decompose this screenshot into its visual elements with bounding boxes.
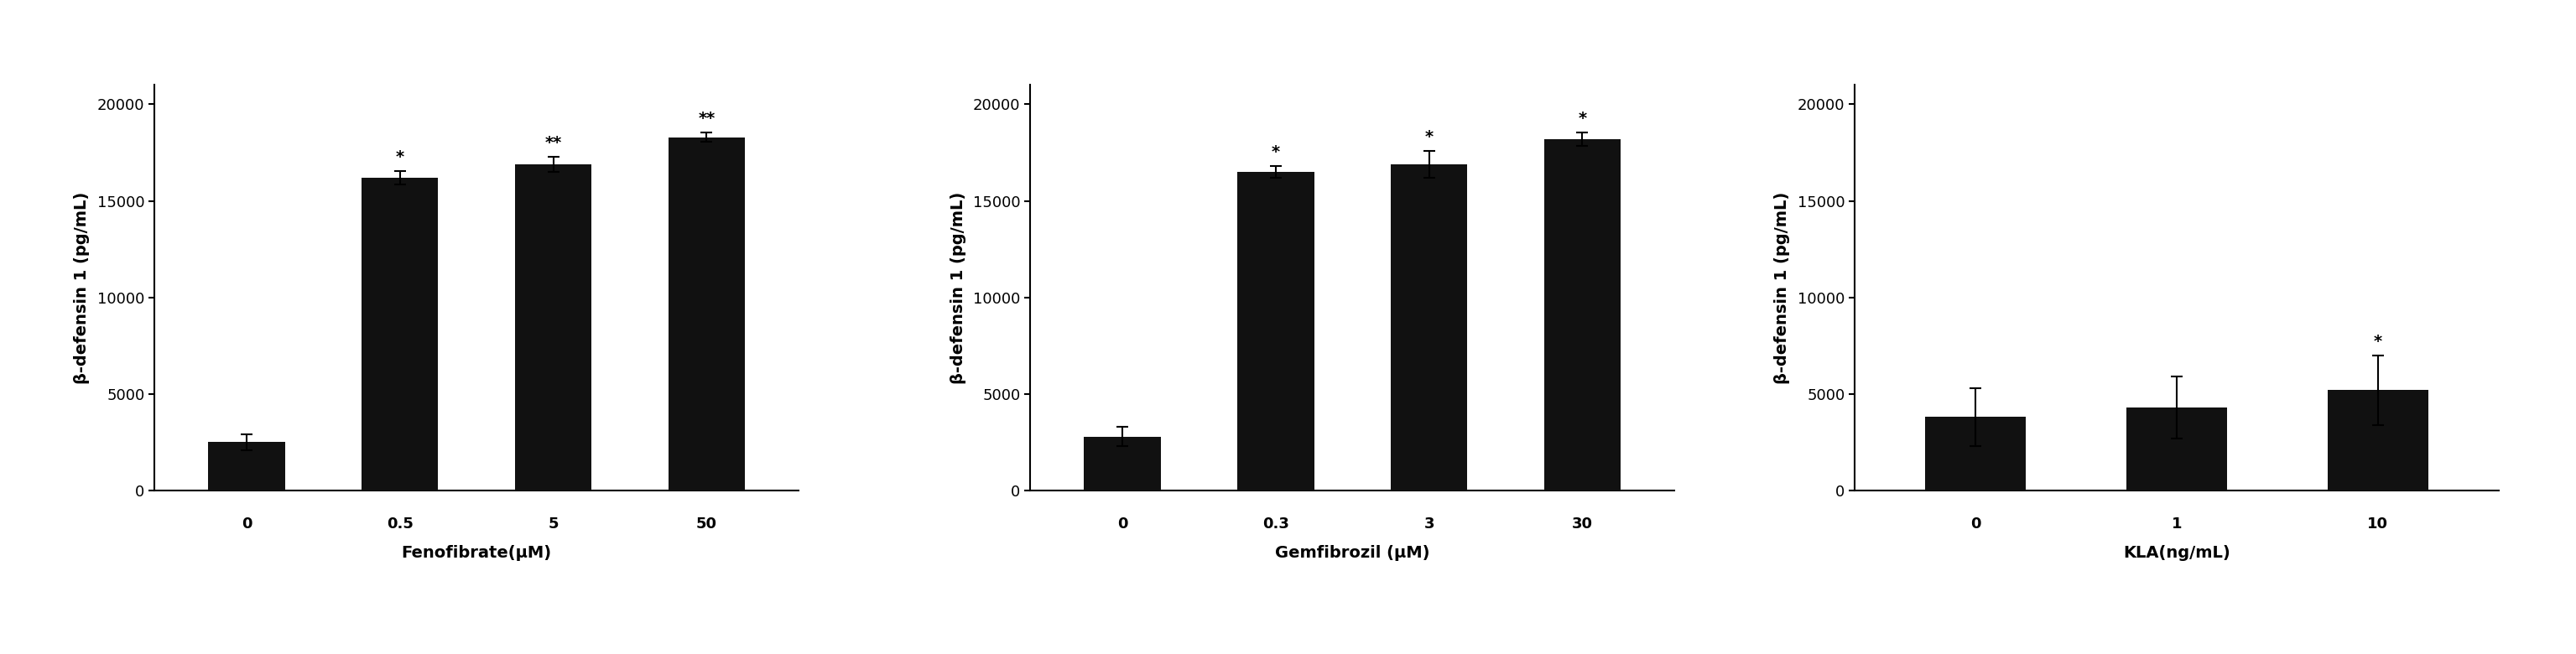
Text: 0: 0 xyxy=(242,517,252,532)
Bar xyxy=(2329,390,2429,490)
Text: 1: 1 xyxy=(2172,517,2182,532)
Bar xyxy=(1924,417,2025,490)
Text: 0: 0 xyxy=(1971,517,1981,532)
Text: **: ** xyxy=(544,135,562,150)
Text: 0.5: 0.5 xyxy=(386,517,412,532)
Y-axis label: β-defensin 1 (pg/mL): β-defensin 1 (pg/mL) xyxy=(951,192,966,384)
Text: 0: 0 xyxy=(1118,517,1128,532)
Text: *: * xyxy=(1273,145,1280,160)
Y-axis label: β-defensin 1 (pg/mL): β-defensin 1 (pg/mL) xyxy=(75,192,90,384)
Bar xyxy=(361,178,438,490)
Text: *: * xyxy=(1425,129,1432,145)
Text: **: ** xyxy=(698,111,716,126)
Text: Gemfibrozil (μM): Gemfibrozil (μM) xyxy=(1275,545,1430,561)
Text: KLA(ng/mL): KLA(ng/mL) xyxy=(2123,545,2231,561)
Text: *: * xyxy=(397,149,404,165)
Text: 3: 3 xyxy=(1425,517,1435,532)
Bar xyxy=(667,137,744,490)
Text: *: * xyxy=(2372,334,2383,349)
Bar xyxy=(515,164,592,490)
Text: Fenofibrate(μM): Fenofibrate(μM) xyxy=(402,545,551,561)
Text: 10: 10 xyxy=(2367,517,2388,532)
Bar xyxy=(2125,407,2228,490)
Text: *: * xyxy=(1579,111,1587,126)
Text: 50: 50 xyxy=(696,517,716,532)
Bar xyxy=(1236,172,1314,490)
Text: 30: 30 xyxy=(1571,517,1592,532)
Bar xyxy=(1084,436,1162,490)
Text: 5: 5 xyxy=(549,517,559,532)
Bar xyxy=(1391,164,1468,490)
Bar xyxy=(209,442,286,490)
Text: 0.3: 0.3 xyxy=(1262,517,1288,532)
Y-axis label: β-defensin 1 (pg/mL): β-defensin 1 (pg/mL) xyxy=(1775,192,1790,384)
Bar xyxy=(1543,139,1620,490)
